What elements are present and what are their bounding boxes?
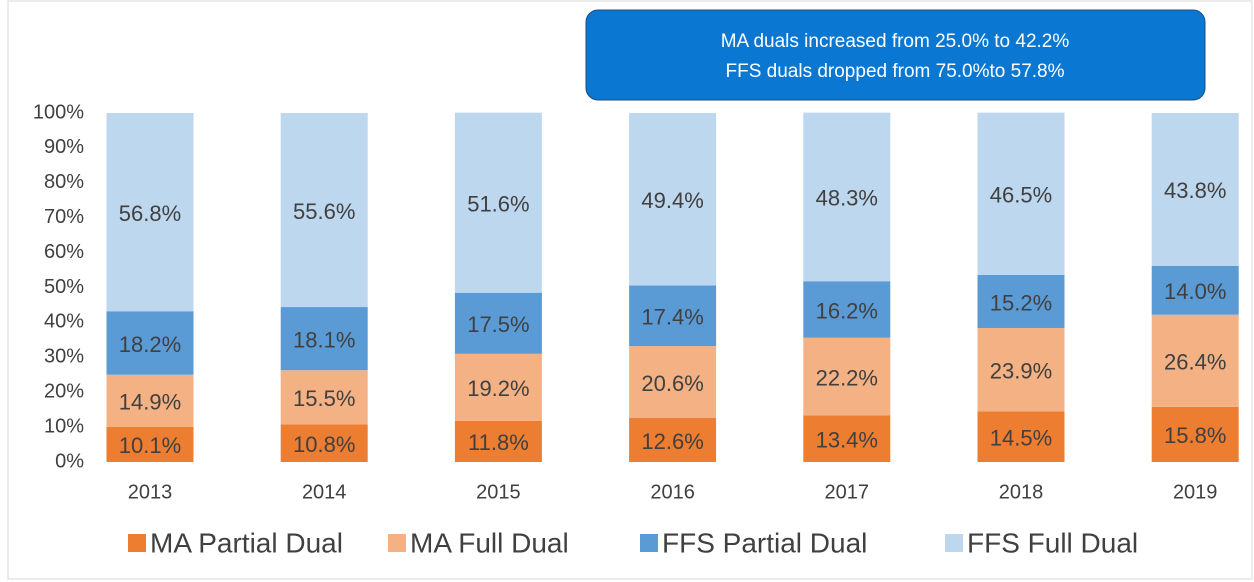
value-label: 13.4% xyxy=(816,427,878,452)
bar-segment xyxy=(977,112,1065,275)
value-label: 20.6% xyxy=(641,371,703,396)
value-label: 14.0% xyxy=(1164,279,1226,304)
bar-segment xyxy=(1151,406,1239,462)
value-label: 26.4% xyxy=(1164,350,1226,375)
value-label: 17.5% xyxy=(467,312,529,337)
bar-segment xyxy=(106,374,194,427)
bar-segment xyxy=(977,274,1065,328)
legend-swatch xyxy=(388,534,406,552)
legend-label: FFS Full Dual xyxy=(967,527,1138,558)
value-label: 22.2% xyxy=(816,365,878,390)
bar-segment xyxy=(977,327,1065,412)
x-tick-label: 2013 xyxy=(128,481,173,503)
bar-segment xyxy=(106,311,194,375)
legend-swatch xyxy=(945,534,963,552)
annotation: FFS duals dropped from 75.0%to 57.8% xyxy=(725,61,1064,82)
bar-segment xyxy=(454,292,542,354)
bar-segment xyxy=(280,370,368,425)
value-label: 49.4% xyxy=(641,188,703,213)
annotation-box xyxy=(585,9,1206,101)
legend-label: FFS Partial Dual xyxy=(662,527,867,558)
y-tick-label: 50% xyxy=(44,276,84,298)
value-label: 15.2% xyxy=(990,290,1052,315)
bar-segment xyxy=(803,337,891,416)
value-label: 18.2% xyxy=(119,332,181,357)
legend-swatch xyxy=(640,534,658,552)
bar-segment xyxy=(280,113,368,308)
bar-segment xyxy=(629,346,717,419)
value-label: 23.9% xyxy=(990,359,1052,384)
y-tick-label: 0% xyxy=(55,450,84,472)
bar-segment xyxy=(629,418,717,462)
bar-segment xyxy=(1151,113,1239,266)
bar-segment xyxy=(977,411,1065,462)
y-tick-label: 20% xyxy=(44,380,84,402)
bar-segment xyxy=(803,281,891,338)
value-label: 10.8% xyxy=(293,432,355,457)
bar-segment xyxy=(803,415,891,462)
value-label: 55.6% xyxy=(293,199,355,224)
value-label: 12.6% xyxy=(641,429,703,454)
value-label: 56.8% xyxy=(119,201,181,226)
value-label: 46.5% xyxy=(990,183,1052,208)
bar-segment xyxy=(280,307,368,371)
x-tick-label: 2016 xyxy=(650,481,695,503)
x-tick-label: 2015 xyxy=(476,481,521,503)
value-label: 48.3% xyxy=(816,186,878,211)
bar-segment xyxy=(803,112,891,282)
bar-segment xyxy=(280,424,368,462)
bar-segment xyxy=(629,113,717,286)
y-tick-label: 40% xyxy=(44,311,84,333)
bar-segment xyxy=(454,112,542,293)
bar-segment xyxy=(454,420,542,462)
bar-segment xyxy=(106,426,194,462)
legend-label: MA Full Dual xyxy=(410,527,569,558)
value-label: 43.8% xyxy=(1164,178,1226,203)
value-label: 16.2% xyxy=(816,298,878,323)
value-label: 10.1% xyxy=(119,433,181,458)
value-label: 17.4% xyxy=(641,305,703,330)
value-label: 19.2% xyxy=(467,376,529,401)
x-tick-label: 2018 xyxy=(999,481,1044,503)
x-tick-label: 2019 xyxy=(1173,481,1218,503)
y-tick-label: 10% xyxy=(44,415,84,437)
y-tick-label: 70% xyxy=(44,206,84,228)
value-label: 14.9% xyxy=(119,390,181,415)
annotation: MA duals increased from 25.0% to 42.2% xyxy=(721,31,1070,52)
value-label: 18.1% xyxy=(293,327,355,352)
value-label: 15.8% xyxy=(1164,423,1226,448)
y-tick-label: 30% xyxy=(44,346,84,368)
y-tick-label: 90% xyxy=(44,136,84,158)
value-label: 14.5% xyxy=(990,426,1052,451)
y-tick-label: 60% xyxy=(44,241,84,263)
bar-segment xyxy=(629,285,717,347)
bar-segment xyxy=(454,353,542,421)
legend-label: MA Partial Dual xyxy=(150,527,343,558)
value-label: 15.5% xyxy=(293,386,355,411)
bar-segment xyxy=(106,113,194,312)
y-tick-label: 80% xyxy=(44,171,84,193)
x-tick-label: 2017 xyxy=(825,481,870,503)
bar-segment xyxy=(1151,265,1239,315)
legend-swatch xyxy=(128,534,146,552)
x-tick-label: 2014 xyxy=(302,481,347,503)
value-label: 11.8% xyxy=(468,430,529,455)
y-tick-label: 100% xyxy=(33,101,84,123)
value-label: 51.6% xyxy=(467,192,529,217)
bar-segment xyxy=(1151,314,1239,407)
